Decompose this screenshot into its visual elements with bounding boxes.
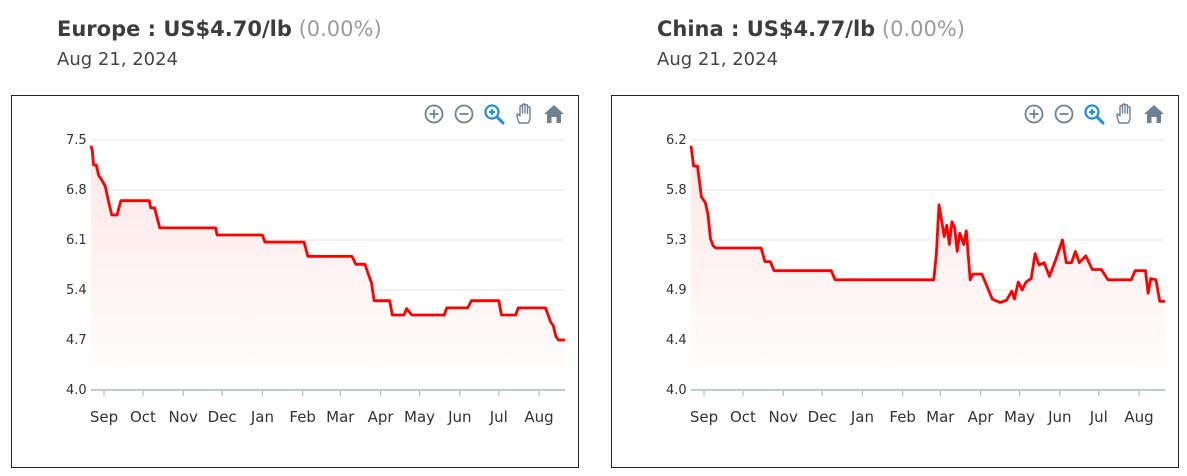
- zoom-out-icon[interactable]: [452, 102, 476, 126]
- zoom-in-icon[interactable]: [1022, 102, 1046, 126]
- china-x-tick-label: Dec: [808, 408, 837, 426]
- europe-x-tick-label: Oct: [130, 408, 156, 426]
- zoom-selection-icon[interactable]: [1082, 102, 1106, 126]
- europe-x-tick-label: Jan: [250, 408, 274, 426]
- china-series-area: [691, 145, 1165, 390]
- china-x-tick-label: Nov: [769, 408, 798, 426]
- china-y-tick-label: 4.0: [666, 383, 687, 398]
- pan-hand-icon[interactable]: [512, 102, 536, 126]
- china-date: Aug 21, 2024: [657, 49, 779, 70]
- zoom-out-icon[interactable]: [1052, 102, 1076, 126]
- europe-y-tick-label: 6.8: [66, 183, 87, 198]
- china-x-tick-label: Jul: [1089, 408, 1108, 426]
- zoom-selection-icon[interactable]: [482, 102, 506, 126]
- china-x-tick-label: Jun: [1047, 408, 1071, 426]
- europe-y-tick-label: 6.1: [66, 233, 87, 248]
- china-panel: China : US$4.77/lb (0.00%) Aug 21, 2024 …: [600, 0, 1180, 476]
- europe-chart[interactable]: 7.5 6.8 6.1 5.4 4.7 4.0 Sep Oct Nov Dec Jan Feb Mar A…: [11, 95, 579, 468]
- china-x-tick-label: Oct: [730, 408, 756, 426]
- china-y-tick-label: 5.8: [666, 183, 687, 198]
- europe-x-tick-label: Aug: [524, 408, 553, 426]
- europe-price-label: Europe : US$4.70/lb: [57, 17, 292, 41]
- china-y-tick-label: 4.4: [666, 333, 687, 348]
- china-x-tick-label: Sep: [690, 408, 718, 426]
- europe-y-tick-label: 7.5: [66, 133, 87, 148]
- china-y-tick-label: 6.2: [666, 133, 687, 148]
- europe-x-tick-label: Feb: [289, 408, 316, 426]
- europe-x-tick-label: May: [404, 408, 435, 426]
- europe-chart-toolbar: [422, 102, 566, 126]
- home-reset-icon[interactable]: [542, 102, 566, 126]
- china-y-tick-label: 4.9: [666, 283, 687, 298]
- europe-date: Aug 21, 2024: [57, 49, 179, 70]
- europe-panel: Europe : US$4.70/lb (0.00%) Aug 21, 2024…: [0, 0, 580, 476]
- china-x-tick-label: Feb: [889, 408, 916, 426]
- home-reset-icon[interactable]: [1142, 102, 1166, 126]
- china-x-tick-label: Aug: [1124, 408, 1153, 426]
- europe-x-tick-label: Apr: [368, 408, 395, 426]
- europe-title: Europe : US$4.70/lb (0.00%): [57, 14, 382, 44]
- europe-series-area: [91, 145, 565, 390]
- china-series-line[interactable]: [689, 145, 1165, 304]
- pan-hand-icon[interactable]: [1112, 102, 1136, 126]
- europe-x-tick-label: Jul: [489, 408, 508, 426]
- europe-x-tick-label: Dec: [208, 408, 237, 426]
- china-chart[interactable]: 6.2 5.8 5.3 4.9 4.4 4.0 Sep Oct Nov Dec Jan Feb Mar A…: [611, 95, 1179, 468]
- china-title: China : US$4.77/lb (0.00%): [657, 14, 965, 44]
- europe-x-tick-label: Sep: [90, 408, 118, 426]
- china-x-tick-label: May: [1004, 408, 1035, 426]
- china-change: (0.00%): [881, 17, 965, 41]
- china-price-label: China : US$4.77/lb: [657, 17, 876, 41]
- europe-y-tick-label: 5.4: [66, 283, 87, 298]
- china-x-tick-label: Jan: [850, 408, 874, 426]
- zoom-in-icon[interactable]: [422, 102, 446, 126]
- china-x-tick-label: Apr: [968, 408, 995, 426]
- china-y-tick-label: 5.3: [666, 233, 687, 248]
- europe-x-tick-label: Jun: [447, 408, 471, 426]
- europe-x-tick-label: Nov: [169, 408, 198, 426]
- europe-y-tick-label: 4.0: [66, 383, 87, 398]
- europe-x-tick-label: Mar: [326, 408, 355, 426]
- china-chart-toolbar: [1022, 102, 1166, 126]
- europe-series-line[interactable]: [89, 145, 565, 342]
- europe-header: Europe : US$4.70/lb (0.00%) Aug 21, 2024: [57, 14, 382, 73]
- china-header: China : US$4.77/lb (0.00%) Aug 21, 2024: [657, 14, 965, 73]
- china-x-tick-label: Mar: [926, 408, 955, 426]
- europe-y-tick-label: 4.7: [66, 333, 87, 348]
- europe-change: (0.00%): [298, 17, 382, 41]
